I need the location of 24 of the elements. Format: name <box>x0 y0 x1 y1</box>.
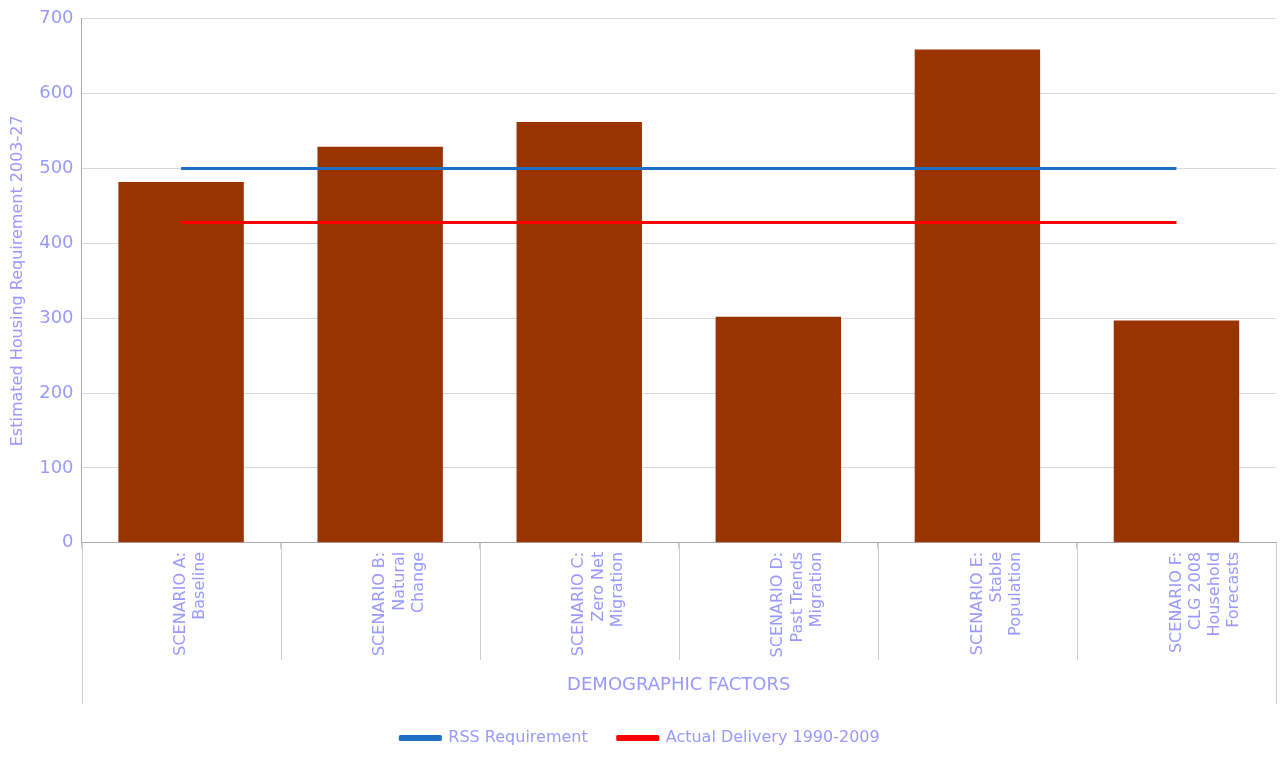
y-tick-label: 300 <box>39 305 74 327</box>
y-tick-label: 0 <box>62 530 74 552</box>
x-tick-label: SCENARIO E: Stable Population <box>966 551 1024 656</box>
y-tick-label: 400 <box>39 231 74 253</box>
y-tick-label: 700 <box>39 6 74 28</box>
y-tick-label: 600 <box>39 81 74 103</box>
x-tick-label: SCENARIO B: Natural Change <box>369 551 427 657</box>
bar <box>914 49 1041 543</box>
x-tick-label: SCENARIO F: CLG 2008 Household Forecasts <box>1165 551 1243 654</box>
y-tick-label: 100 <box>39 455 74 477</box>
bar <box>715 316 842 543</box>
y-tick-label: 500 <box>39 156 74 178</box>
x-axis-title: DEMOGRAPHIC FACTORS <box>567 672 791 694</box>
y-tick-label: 200 <box>39 380 74 402</box>
bar <box>317 146 443 543</box>
bar <box>1113 320 1240 543</box>
legend-label: Actual Delivery 1990-2009 <box>665 727 880 747</box>
bar <box>516 122 642 543</box>
x-tick-label: SCENARIO D: Past Trends Migration <box>767 551 825 658</box>
x-tick-label: SCENARIO A: Baseline <box>170 551 209 656</box>
bar <box>118 182 244 543</box>
legend-label: RSS Requirement <box>448 727 588 747</box>
x-tick-label: SCENARIO C: Zero Net Migration <box>568 551 626 657</box>
y-axis-title: Estimated Housing Requirement 2003-27 <box>6 115 26 447</box>
